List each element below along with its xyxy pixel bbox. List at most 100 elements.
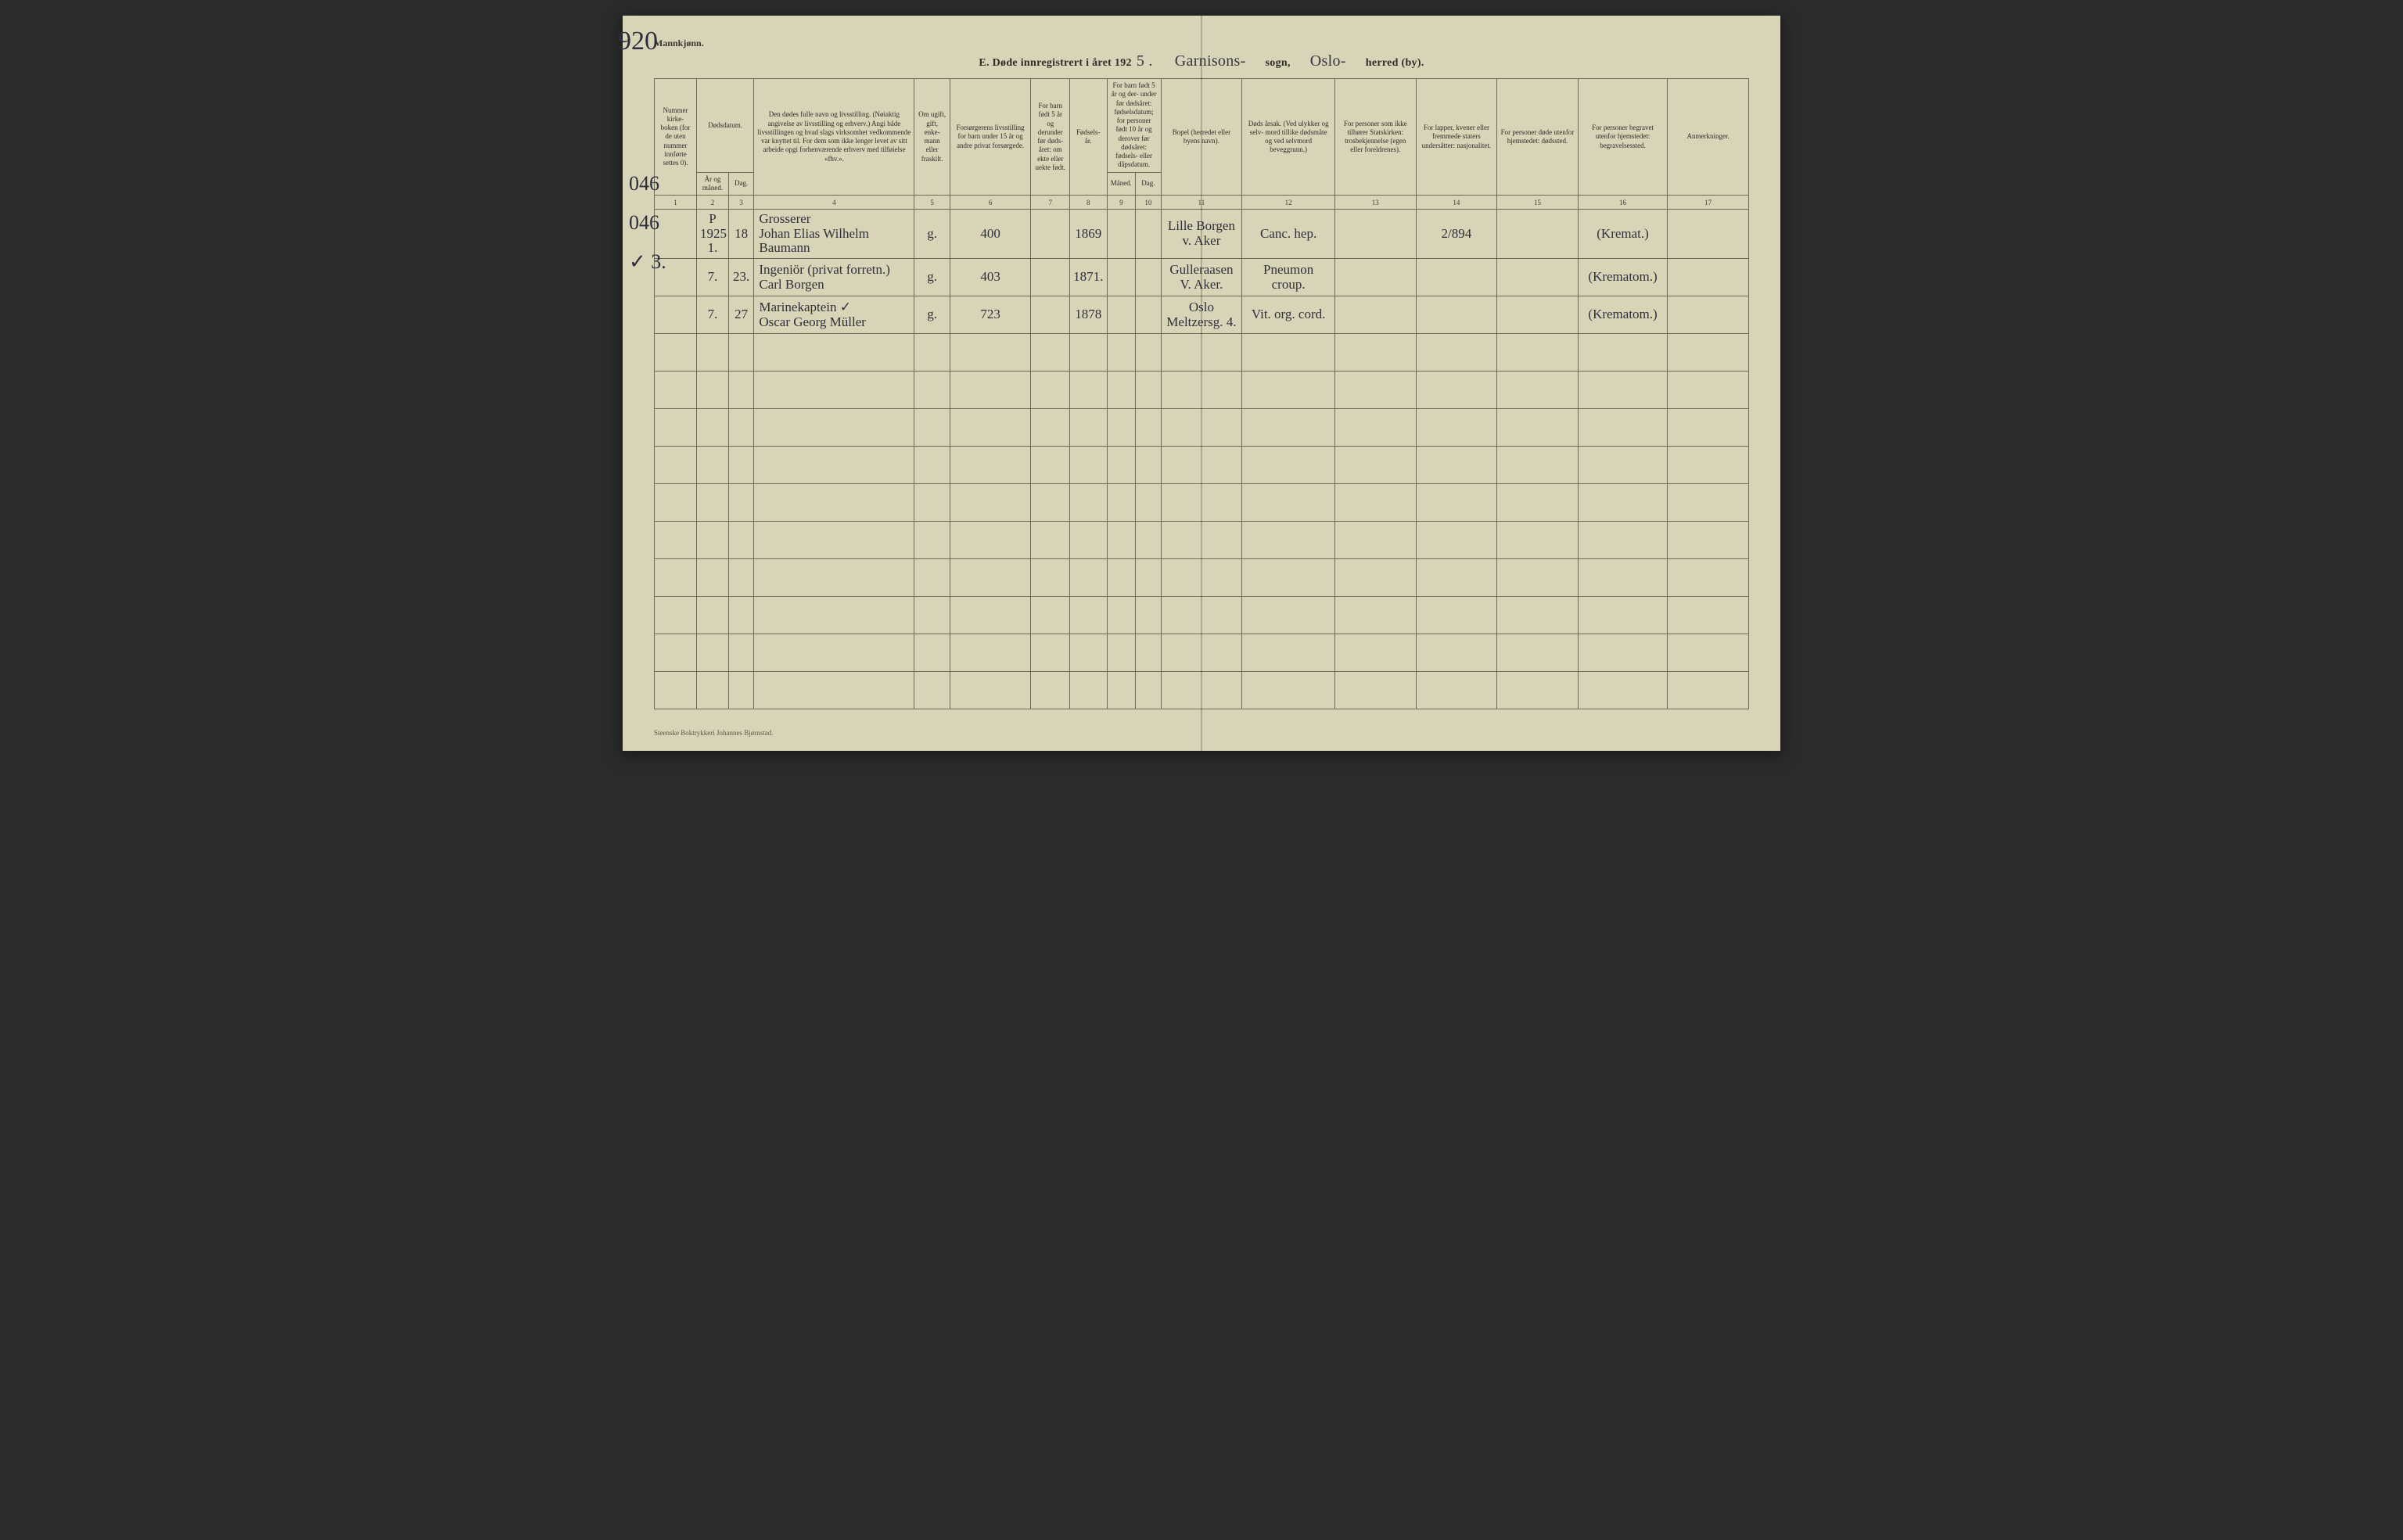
cell-blank xyxy=(1070,372,1107,409)
cell-num xyxy=(655,296,697,334)
cell-faith xyxy=(1334,259,1416,296)
cell-blank xyxy=(950,372,1031,409)
col-header-1: Nummer kirke- boken (for de uten nummer … xyxy=(655,79,697,196)
cell-blank xyxy=(1497,522,1579,559)
cell-blank xyxy=(1578,447,1667,484)
cell-blank xyxy=(1031,672,1070,709)
cell-blank xyxy=(1107,522,1136,559)
cell-blank xyxy=(1668,484,1749,522)
cell-blank xyxy=(1242,372,1335,409)
cell-blank xyxy=(1242,559,1335,597)
cell-blank xyxy=(696,559,728,597)
cell-birth_year: 1878 xyxy=(1070,296,1107,334)
cell-blank xyxy=(914,447,950,484)
cell-blank xyxy=(696,372,728,409)
cell-blank xyxy=(1416,372,1497,409)
cell-blank xyxy=(754,597,914,634)
cell-legit xyxy=(1031,210,1070,259)
cell-blank xyxy=(696,634,728,672)
col-header-5: Forsørgerens livsstilling for barn under… xyxy=(950,79,1031,196)
cell-blank xyxy=(1070,334,1107,372)
cell-status: g. xyxy=(914,296,950,334)
col-header-3: Den dødes fulle navn og livsstilling. (N… xyxy=(754,79,914,196)
cell-cause: Pneumon croup. xyxy=(1242,259,1335,296)
cell-blank xyxy=(1031,522,1070,559)
cell-blank xyxy=(1107,484,1136,522)
header-district-hand: Oslo- xyxy=(1306,52,1351,70)
cell-blank xyxy=(950,672,1031,709)
cell-blank xyxy=(1107,372,1136,409)
cell-blank xyxy=(1416,409,1497,447)
cell-blank xyxy=(914,522,950,559)
margin-annotation: 046 xyxy=(629,211,659,235)
header-prefix: E. Døde innregistrert i året 192 xyxy=(979,57,1131,69)
cell-blank xyxy=(728,634,753,672)
cell-blank xyxy=(1242,634,1335,672)
cell-blank xyxy=(1070,634,1107,672)
col-header-13: For personer døde utenfor hjemstedet: dø… xyxy=(1497,79,1579,196)
cell-blank xyxy=(1070,409,1107,447)
cell-blank xyxy=(1107,409,1136,447)
cell-blank xyxy=(1242,484,1335,522)
header-dot: . xyxy=(1149,57,1152,69)
cell-blank xyxy=(1668,409,1749,447)
col-header-8a: Måned. xyxy=(1107,172,1136,196)
cell-blank xyxy=(1416,597,1497,634)
cell-blank xyxy=(1070,597,1107,634)
cell-blank xyxy=(655,372,697,409)
cell-blank xyxy=(914,484,950,522)
cell-blank xyxy=(1070,447,1107,484)
cell-blank xyxy=(1334,597,1416,634)
cell-blank xyxy=(1668,634,1749,672)
cell-nationality xyxy=(1416,259,1497,296)
cell-blank xyxy=(1497,559,1579,597)
cell-blank xyxy=(1334,559,1416,597)
column-number-cell: 7 xyxy=(1031,196,1070,210)
cell-blank xyxy=(655,597,697,634)
cell-blank xyxy=(655,484,697,522)
column-number-cell: 8 xyxy=(1070,196,1107,210)
cell-blank xyxy=(1136,484,1161,522)
cell-blank xyxy=(1107,672,1136,709)
cell-blank xyxy=(1416,447,1497,484)
cell-blank xyxy=(1031,484,1070,522)
cell-faith xyxy=(1334,210,1416,259)
col-header-14: For personer begravet utenfor hjemstedet… xyxy=(1578,79,1667,196)
cell-blank xyxy=(1334,447,1416,484)
cell-blank xyxy=(1668,372,1749,409)
cell-blank xyxy=(655,522,697,559)
cell-death_place xyxy=(1497,296,1579,334)
cell-blank xyxy=(1668,522,1749,559)
cell-blank xyxy=(1031,409,1070,447)
cell-birth_m xyxy=(1107,259,1136,296)
cell-blank xyxy=(1136,597,1161,634)
column-number-cell: 13 xyxy=(1334,196,1416,210)
cell-blank xyxy=(1578,409,1667,447)
cell-blank xyxy=(1031,334,1070,372)
cell-blank xyxy=(754,372,914,409)
cell-remarks xyxy=(1668,210,1749,259)
cell-provider: 723 xyxy=(950,296,1031,334)
cell-blank xyxy=(1136,409,1161,447)
cell-blank xyxy=(655,672,697,709)
col-header-10: Døds årsak. (Ved ulykker og selv- mord t… xyxy=(1242,79,1335,196)
cell-blank xyxy=(728,484,753,522)
cell-blank xyxy=(950,484,1031,522)
header-district-label: herred (by). xyxy=(1366,57,1424,69)
cell-blank xyxy=(1136,334,1161,372)
cell-blank xyxy=(950,597,1031,634)
cell-blank xyxy=(1416,522,1497,559)
cell-blank xyxy=(1668,597,1749,634)
cell-blank xyxy=(1242,672,1335,709)
cell-yr_mo: 7. xyxy=(696,259,728,296)
register-page: Mannkjønn. 920 E. Døde innregistrert i å… xyxy=(623,16,1780,751)
cell-blank xyxy=(1334,484,1416,522)
col-header-11: For personer som ikke tilhører Statskirk… xyxy=(1334,79,1416,196)
cell-blank xyxy=(1136,522,1161,559)
cell-blank xyxy=(696,672,728,709)
cell-blank xyxy=(1416,672,1497,709)
cell-blank xyxy=(1334,372,1416,409)
cell-blank xyxy=(1497,484,1579,522)
footer-printer: Steenske Boktrykkeri Johannes Bjørnstad. xyxy=(654,729,773,737)
cell-blank xyxy=(1668,447,1749,484)
